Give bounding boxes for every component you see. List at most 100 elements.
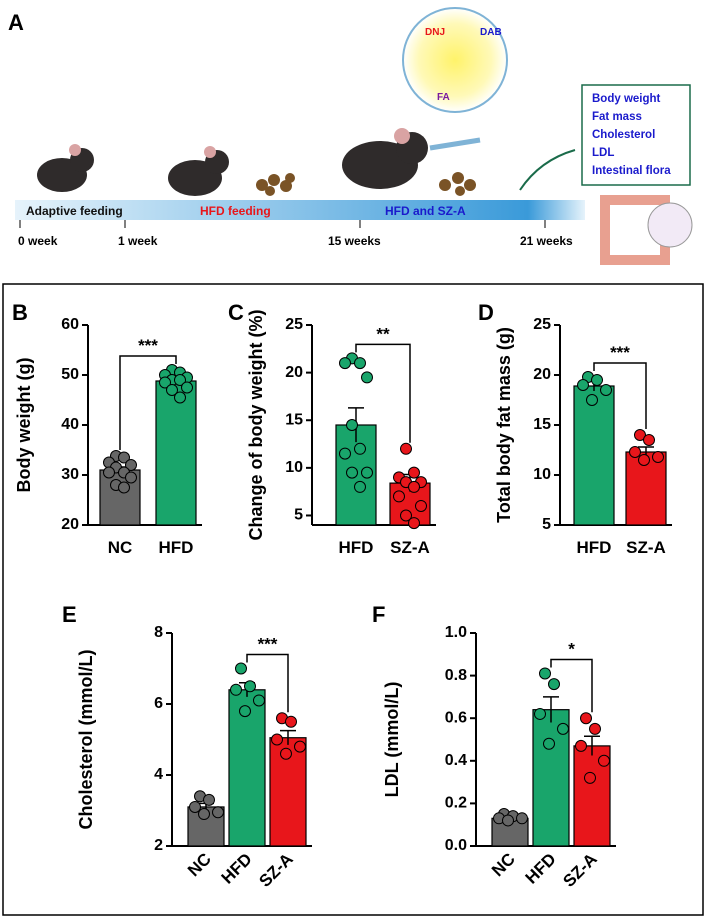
y-tick-label: 40 xyxy=(61,416,79,433)
data-point xyxy=(285,715,297,728)
intestine xyxy=(600,195,693,265)
data-point xyxy=(174,374,186,386)
outcome: Intestinal flora xyxy=(592,165,671,177)
data-point xyxy=(125,471,137,484)
bar xyxy=(155,380,197,526)
panel-frame xyxy=(2,283,704,916)
data-point xyxy=(244,680,256,693)
outcome-box xyxy=(581,84,691,186)
bar xyxy=(573,745,611,847)
x-tick-label: HFD xyxy=(159,538,194,557)
y-axis-label: Body weight (g) xyxy=(14,358,34,493)
error-bar xyxy=(584,735,600,756)
time-label: 21 weeks xyxy=(520,234,573,248)
data-point xyxy=(354,442,366,455)
data-point xyxy=(534,707,546,720)
bar xyxy=(573,385,615,526)
outcome: Body weight xyxy=(592,93,661,105)
y-axis-label: Total body fat mass (g) xyxy=(494,327,514,523)
y-tick-label: 15 xyxy=(285,411,303,428)
data-point xyxy=(235,662,247,675)
significance-bracket xyxy=(246,653,289,713)
data-point xyxy=(629,446,641,458)
x-tick-label: SZ-A xyxy=(626,538,666,557)
molecule-label: FA xyxy=(437,92,450,103)
data-point xyxy=(354,480,366,493)
panel-letter: F xyxy=(372,602,385,627)
data-point xyxy=(346,466,358,479)
data-point xyxy=(118,481,130,494)
data-point xyxy=(400,442,412,455)
significance-bracket xyxy=(119,355,177,450)
x-tick-label: HFD xyxy=(522,849,560,887)
data-point xyxy=(125,459,137,471)
y-tick-label: 0.2 xyxy=(445,795,467,812)
data-point xyxy=(198,808,210,821)
phase-label: HFD feeding xyxy=(200,204,271,218)
syringe xyxy=(429,137,481,151)
molecule-label: DAB xyxy=(480,27,502,38)
y-axis-label: Change of body weight (%) xyxy=(246,310,266,541)
y-tick-label: 0.0 xyxy=(445,837,467,854)
panel-letter: B xyxy=(12,300,28,325)
significance-label: *** xyxy=(258,635,278,654)
data-point xyxy=(643,434,655,446)
y-tick-label: 20 xyxy=(61,516,79,533)
data-point xyxy=(598,754,610,767)
data-point xyxy=(354,357,366,370)
data-point xyxy=(166,384,178,396)
data-point xyxy=(400,509,412,522)
y-tick-label: 8 xyxy=(154,624,163,641)
data-point xyxy=(361,466,373,479)
y-tick-label: 0.4 xyxy=(445,752,467,769)
data-point xyxy=(174,391,186,404)
significance-bracket xyxy=(355,343,411,443)
y-tick-label: 5 xyxy=(294,507,303,524)
y-tick-label: 20 xyxy=(285,364,303,381)
data-point xyxy=(189,800,201,813)
data-point xyxy=(580,712,592,725)
x-tick-label: SZ-A xyxy=(390,538,430,557)
data-point xyxy=(181,381,193,394)
significance-label: *** xyxy=(610,343,630,362)
error-bar xyxy=(280,729,296,745)
data-point xyxy=(589,722,601,735)
data-point xyxy=(212,806,224,819)
x-tick-label: HFD xyxy=(577,538,612,557)
data-point xyxy=(539,667,551,680)
data-point xyxy=(339,447,351,460)
y-tick-label: 10 xyxy=(285,459,303,476)
data-point xyxy=(543,737,555,750)
panel-letter: D xyxy=(478,300,494,325)
data-point xyxy=(103,466,115,479)
y-tick-label: 0.8 xyxy=(445,667,467,684)
y-axis-label: Cholesterol (mmol/L) xyxy=(76,649,96,829)
significance-label: * xyxy=(568,639,575,658)
data-point xyxy=(575,739,587,752)
data-point xyxy=(361,371,373,384)
x-tick-label: NC xyxy=(184,849,215,880)
panel-letter: A xyxy=(8,10,24,35)
mice xyxy=(37,128,428,196)
y-tick-label: 4 xyxy=(154,766,163,783)
arrow xyxy=(519,149,576,191)
food xyxy=(256,172,476,196)
y-tick-label: 15 xyxy=(533,416,551,433)
significance-bracket xyxy=(550,658,593,713)
significance-label: ** xyxy=(376,324,390,343)
data-point xyxy=(239,705,251,718)
phase-label: HFD and SZ-A xyxy=(385,204,466,218)
data-point xyxy=(408,466,420,479)
x-tick-label: SZ-A xyxy=(559,849,600,890)
data-point xyxy=(600,384,612,396)
data-point xyxy=(393,490,405,503)
x-tick-label: HFD xyxy=(218,849,256,887)
y-tick-label: 30 xyxy=(61,466,79,483)
data-point xyxy=(230,683,242,696)
y-tick-label: 5 xyxy=(542,516,551,533)
data-point xyxy=(586,394,598,406)
data-point xyxy=(502,814,514,827)
data-point xyxy=(577,379,589,391)
outcome: LDL xyxy=(592,147,614,159)
timeline xyxy=(15,200,585,220)
